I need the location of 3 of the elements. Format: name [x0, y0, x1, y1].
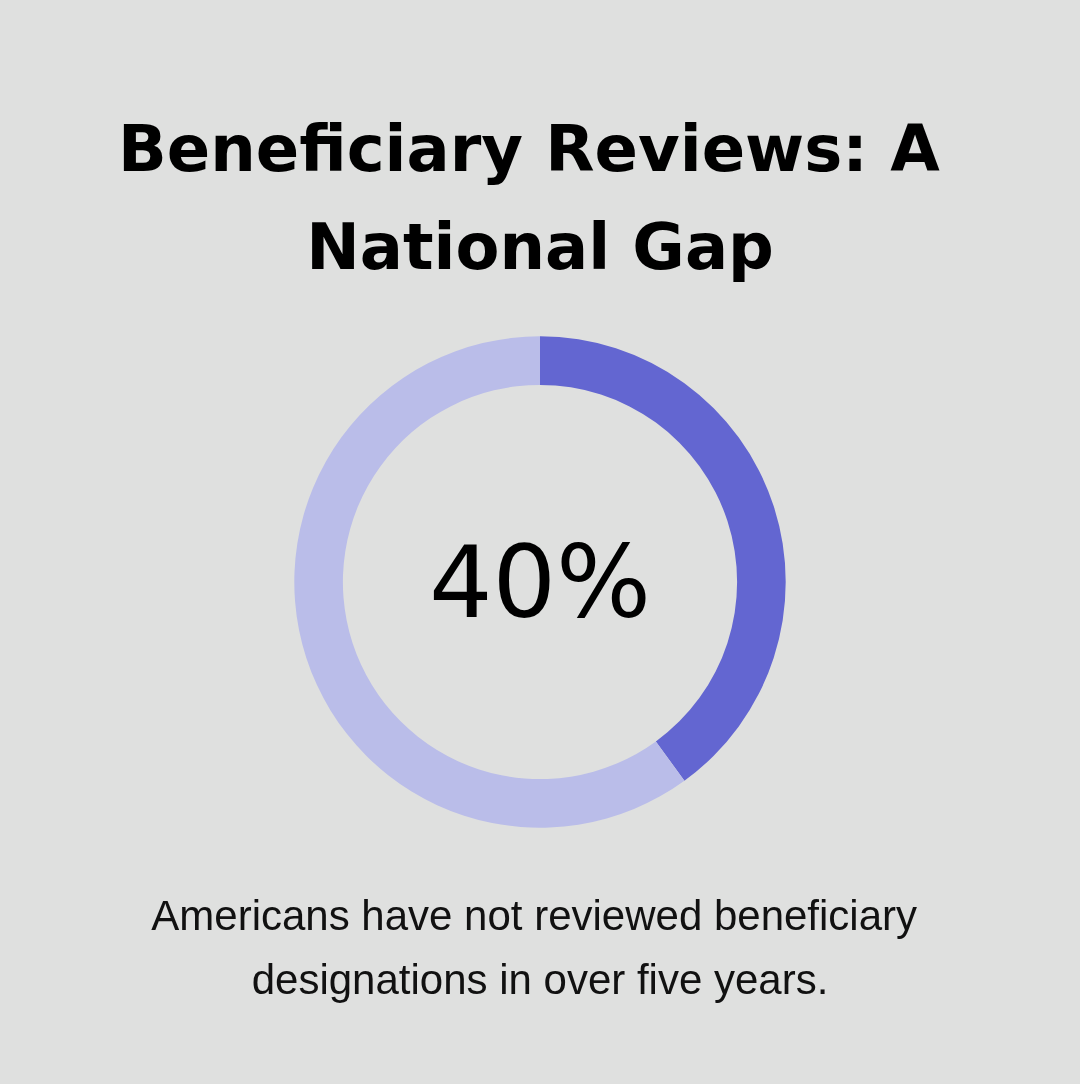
- text: Americans have not reviewed beneficiary designations in over five years.: [151, 891, 929, 1003]
- chart-title: Beneficiary Reviews: A National Gap: [118, 112, 962, 284]
- data-label: 40%: [428, 523, 652, 641]
